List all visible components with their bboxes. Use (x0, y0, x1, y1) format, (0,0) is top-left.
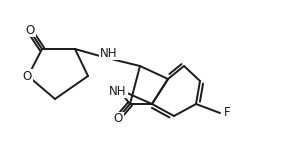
Text: O: O (22, 70, 32, 82)
Text: NH: NH (109, 85, 127, 98)
Text: O: O (25, 24, 35, 37)
Text: NH: NH (100, 47, 118, 60)
Text: O: O (114, 113, 123, 126)
Text: F: F (224, 105, 230, 118)
